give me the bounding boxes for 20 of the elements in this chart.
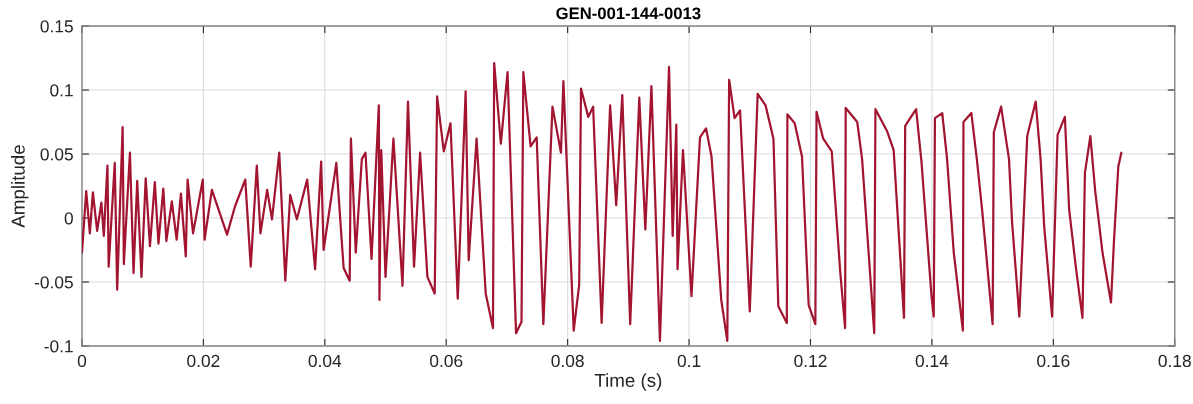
x-tick-label: 0.02 <box>187 354 220 368</box>
x-tick-label: 0.08 <box>551 354 584 368</box>
x-tick-label: 0 <box>77 354 87 368</box>
y-tick-label: 0 <box>64 212 73 225</box>
x-tick-label: 0.1 <box>677 354 701 368</box>
x-tick-label: 0.14 <box>915 354 949 368</box>
x-tick-label: 0.16 <box>1037 354 1070 368</box>
x-tick-label: 0.18 <box>1158 354 1191 368</box>
chart-title: GEN-001-144-0013 <box>556 7 701 20</box>
y-tick-label: -0.05 <box>34 276 73 289</box>
y-tick-label: 0.15 <box>40 20 73 33</box>
x-tick-label: 0.04 <box>308 354 342 368</box>
x-tick-label: 0.06 <box>430 354 463 368</box>
y-tick-label: 0.1 <box>50 84 73 97</box>
y-tick-label: 0.05 <box>40 148 73 161</box>
y-tick-label: -0.1 <box>44 340 73 353</box>
x-tick-label: 0.12 <box>794 354 827 368</box>
y-axis-title: Amplitude <box>11 145 29 228</box>
x-axis-title: Time (s) <box>594 373 662 391</box>
line-series <box>81 62 1123 342</box>
